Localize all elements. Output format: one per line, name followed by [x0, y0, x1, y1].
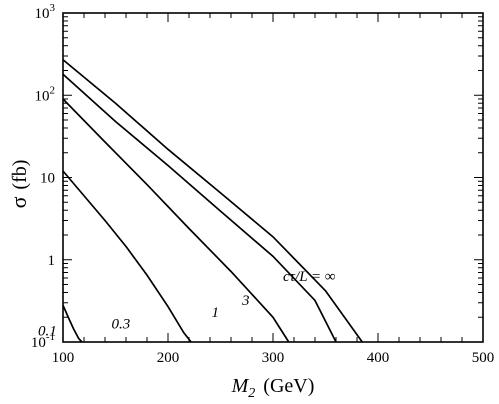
series-layer: 0.1 0.3 1 3 cτ/L = ∞ [38, 59, 363, 343]
series-label: 0.3 [111, 317, 130, 333]
series-label: 0.1 [38, 323, 57, 339]
x-tick-label: 400 [367, 350, 390, 366]
plot-frame [62, 12, 484, 343]
y-tick-label: 103 [35, 2, 56, 22]
x-tick-label: 500 [472, 350, 495, 366]
series-label: 3 [241, 293, 250, 309]
series-line [62, 304, 83, 343]
y-tick-label: 10-1 [31, 331, 55, 351]
y-axis-units: (fb) [9, 160, 31, 190]
series-label: cτ/L = ∞ [283, 269, 336, 285]
y-tick-label: 102 [35, 84, 56, 104]
series-line [62, 170, 192, 343]
series-line [62, 73, 337, 343]
ticks-layer: 100 200 300 400 500 10-1 1 10 102 103 [31, 2, 494, 366]
series-line [62, 59, 363, 343]
x-tick-label: 200 [157, 350, 180, 366]
series-label: 1 [212, 305, 220, 321]
x-axis-title: M2 (GeV) [231, 375, 315, 401]
y-tick-label: 10 [40, 171, 55, 187]
x-tick-label: 100 [52, 350, 75, 366]
series-line [62, 98, 290, 343]
y-tick-label: 1 [48, 253, 56, 269]
x-axis-symbol: M [231, 375, 250, 397]
x-axis-units: (GeV) [263, 375, 314, 397]
y-axis-title: σ (fb) [6, 160, 31, 209]
x-tick-label: 300 [262, 350, 285, 366]
y-axis-symbol: σ [6, 196, 31, 208]
x-axis-subscript: 2 [248, 386, 255, 401]
